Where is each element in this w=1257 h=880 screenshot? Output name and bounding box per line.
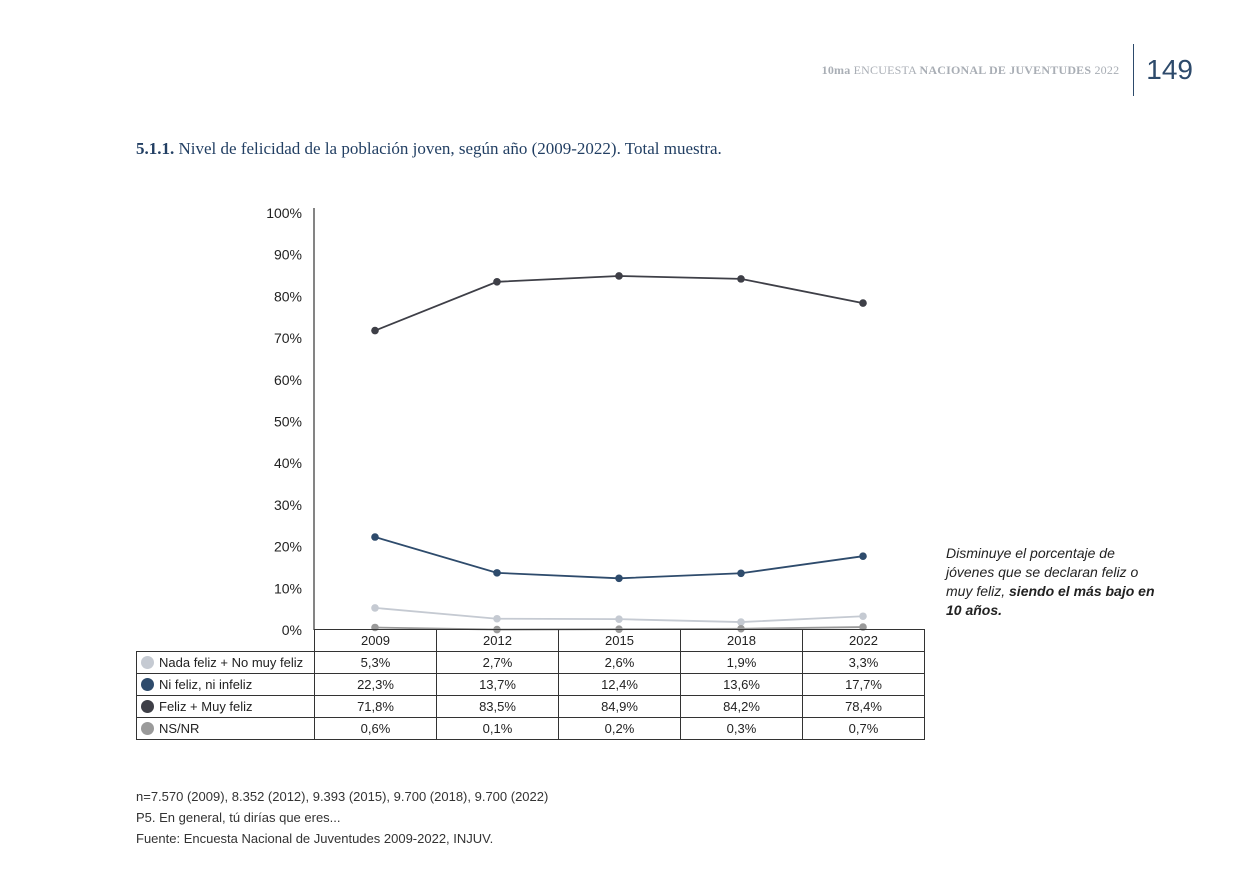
data-point-nada (371, 604, 379, 612)
legend-entry: Feliz + Muy feliz (136, 695, 315, 718)
data-label: 13,6% (680, 673, 803, 696)
data-label: 5,3% (314, 651, 437, 674)
table-header-row: 2009 2012 2015 2018 2022 (136, 629, 925, 652)
legend-marker (141, 656, 154, 669)
data-label: 17,7% (802, 673, 925, 696)
y-tick-label: 20% (274, 539, 302, 555)
legend-entry: Nada feliz + No muy feliz (136, 651, 315, 674)
data-label: 0,6% (314, 717, 437, 740)
table-row: Ni feliz, ni infeliz 22,3% 13,7% 12,4% 13,6%… (136, 673, 925, 696)
data-table: 2009 2012 2015 2018 2022 Nada feliz + No muy… (136, 629, 925, 740)
data-point-nada (493, 614, 501, 623)
legend-entry: NS/NR (136, 717, 315, 740)
data-point-nada (859, 612, 867, 621)
data-point-feliz (615, 272, 623, 280)
y-tick-label: 70% (274, 330, 302, 346)
legend-label: NS/NR (159, 721, 200, 736)
y-tick-label: 100% (266, 205, 302, 221)
y-tick-label: 60% (274, 372, 302, 388)
legend-marker (141, 678, 154, 691)
data-point-ni (615, 574, 623, 583)
data-point-ni (371, 533, 379, 541)
y-tick-label: 30% (274, 497, 302, 513)
table-corner (136, 629, 315, 652)
legend-entry: Ni feliz, ni infeliz (136, 673, 315, 696)
data-point-ni (859, 552, 867, 560)
legend-label: Feliz + Muy feliz (159, 699, 253, 714)
table-row: Feliz + Muy feliz 71,8% 83,5% 84,9% 84,2% 78,… (136, 695, 925, 718)
x-tick-label: 2022 (802, 629, 925, 652)
y-tick-label: 50% (274, 414, 302, 430)
table-row: Nada feliz + No muy feliz 5,3% 2,7% 2,6% 1,9… (136, 651, 925, 674)
source-note: Fuente: Encuesta Nacional de Juventudes … (136, 831, 494, 846)
data-point-nada (615, 615, 623, 623)
data-label: 84,2% (680, 695, 803, 718)
data-point-feliz (859, 299, 867, 307)
data-label: 71,8% (314, 695, 437, 718)
data-point-feliz (737, 275, 745, 283)
data-label: 83,5% (436, 695, 559, 718)
data-label: 0,3% (680, 717, 803, 740)
chart-number: 5.1.1. (136, 139, 175, 158)
x-tick-label: 2009 (314, 629, 437, 652)
data-point-nada (737, 618, 745, 626)
data-label: 2,7% (436, 651, 559, 674)
page-number: 149 (1146, 54, 1193, 85)
header-divider (1133, 44, 1135, 96)
data-label: 0,2% (558, 717, 681, 740)
chart-title: 5.1.1. Nivel de felicidad de la població… (136, 139, 722, 159)
data-label: 3,3% (802, 651, 925, 674)
x-tick-label: 2018 (680, 629, 803, 652)
table-row: NS/NR 0,6% 0,1% 0,2% 0,3% 0,7% (136, 717, 925, 740)
legend-label: Ni feliz, ni infeliz (159, 677, 253, 692)
legend-label: Nada feliz + No muy feliz (159, 655, 304, 670)
data-label: 22,3% (314, 673, 437, 696)
data-label: 1,9% (680, 651, 803, 674)
data-label: 2,6% (558, 651, 681, 674)
data-point-feliz (493, 278, 501, 286)
legend-marker (141, 700, 154, 713)
data-point-ni (493, 569, 501, 577)
series-line-feliz (374, 275, 864, 332)
callout-text: Disminuye el porcentaje de jóvenes que s… (946, 545, 1155, 618)
data-label: 84,9% (558, 695, 681, 718)
y-tick-label: 40% (274, 455, 302, 471)
data-label: 12,4% (558, 673, 681, 696)
header-title: 10ma ENCUESTA NACIONAL DE JUVENTUDES 202… (821, 62, 1120, 77)
question-note: P5. En general, tú dirías que eres... (136, 810, 341, 825)
data-point-ni (737, 569, 745, 578)
data-point-nsnr (859, 623, 867, 631)
sample-note: n=7.570 (2009), 8.352 (2012), 9.393 (201… (136, 789, 549, 804)
legend-marker (141, 722, 154, 735)
footnotes: n=7.570 (2009), 8.352 (2012), 9.393 (201… (136, 786, 548, 849)
data-label: 0,7% (802, 717, 925, 740)
x-tick-label: 2012 (436, 629, 559, 652)
data-point-feliz (371, 326, 379, 335)
x-tick-label: 2015 (558, 629, 681, 652)
data-label: 0,1% (436, 717, 559, 740)
chart-title-text: Nivel de felicidad de la población joven… (178, 139, 722, 158)
data-label: 78,4% (802, 695, 925, 718)
y-tick-label: 90% (274, 247, 302, 263)
data-label: 13,7% (436, 673, 559, 696)
page-header: 10ma ENCUESTA NACIONAL DE JUVENTUDES 202… (822, 44, 1193, 96)
y-tick-label: 10% (274, 580, 302, 596)
series-line-ni (374, 536, 864, 580)
y-tick-label: 80% (274, 288, 302, 304)
